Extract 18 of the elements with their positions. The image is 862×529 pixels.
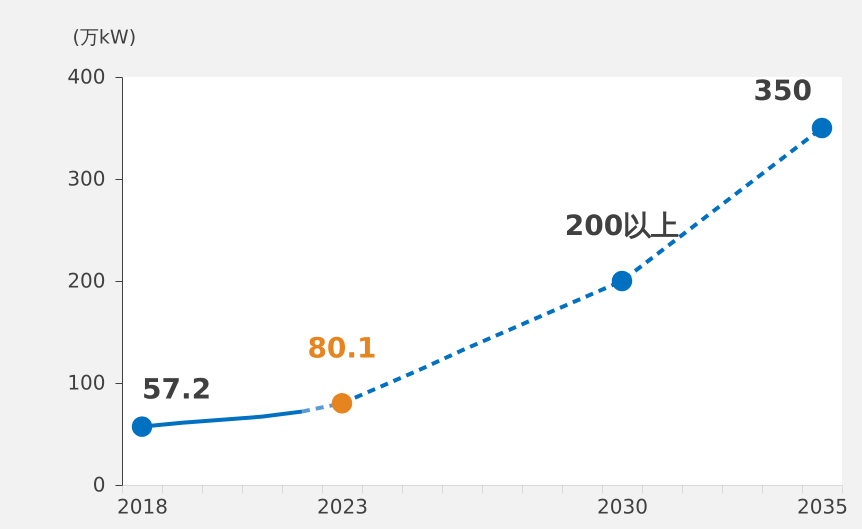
x-tick-label: 2035 [797, 494, 848, 518]
point [812, 118, 832, 138]
y-tick-label: 400 [67, 64, 106, 88]
y-tick-label: 0 [92, 472, 106, 496]
y-tick-label: 300 [67, 166, 106, 190]
data-label: 350 [754, 74, 812, 107]
data-label: 200以上 [564, 209, 680, 242]
y-axis-title: (万kW) [72, 26, 136, 48]
y-tick-label: 200 [67, 268, 106, 292]
point [132, 416, 152, 437]
y-tick-label: 100 [67, 370, 106, 394]
x-tick-label: 2030 [597, 494, 648, 518]
data-label: 80.1 [307, 331, 377, 364]
data-label: 57.2 [142, 372, 212, 406]
point [332, 393, 352, 414]
point [612, 270, 632, 292]
x-tick-label: 2018 [117, 494, 168, 518]
x-tick-label: 2023 [317, 494, 368, 518]
